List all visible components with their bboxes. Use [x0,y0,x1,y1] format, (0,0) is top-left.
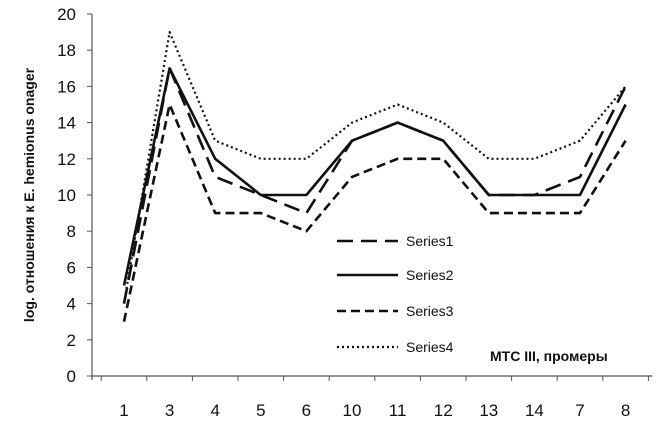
legend-label-4: Series4 [406,339,454,355]
legend-label-1: Series1 [406,233,454,249]
x-tick-label: 7 [575,401,584,420]
x-tick-label: 4 [210,401,219,420]
y-tick-label: 12 [57,150,76,169]
x-tick-label: 11 [389,401,407,420]
legend: Series1 Series2 Series3 Series4 [337,233,454,355]
legend-label-3: Series3 [406,303,454,319]
y-tick-label: 4 [67,295,76,314]
x-tick-label: 10 [343,401,362,420]
y-tick-label: 6 [67,258,76,277]
y-tick-label: 18 [57,41,76,60]
y-tick-label: 14 [57,114,76,133]
x-axis-ticks: 1 3 4 5 6 10 11 12 13 14 7 8 [100,376,649,420]
y-tick-label: 20 [57,5,76,24]
x-tick-label: 5 [256,401,265,420]
y-tick-label: 0 [67,367,76,386]
y-tick-label: 10 [57,186,76,205]
series-line-1 [122,67,627,304]
y-tick-label: 16 [57,77,76,96]
x-tick-label: 3 [165,401,174,420]
y-tick-label: 8 [67,222,76,241]
legend-label-2: Series2 [406,267,454,283]
series-line-4 [122,30,627,304]
x-tick-label: 8 [621,401,630,420]
x-tick-label: 6 [302,401,311,420]
series-line-2 [122,67,627,286]
y-tick-label: 2 [67,331,76,350]
x-axis-label: МТС III, промеры [490,348,608,364]
x-tick-label: 13 [479,401,498,420]
axes [91,14,653,380]
y-axis-ticks: 0 2 4 6 8 10 12 14 16 18 20 [57,5,92,386]
x-tick-label: 12 [434,401,453,420]
y-axis-label: log. отношения к E. hemionus onager [21,67,37,322]
x-tick-label: 14 [525,401,544,420]
series-layer [122,30,627,322]
x-tick-label: 1 [119,401,128,420]
